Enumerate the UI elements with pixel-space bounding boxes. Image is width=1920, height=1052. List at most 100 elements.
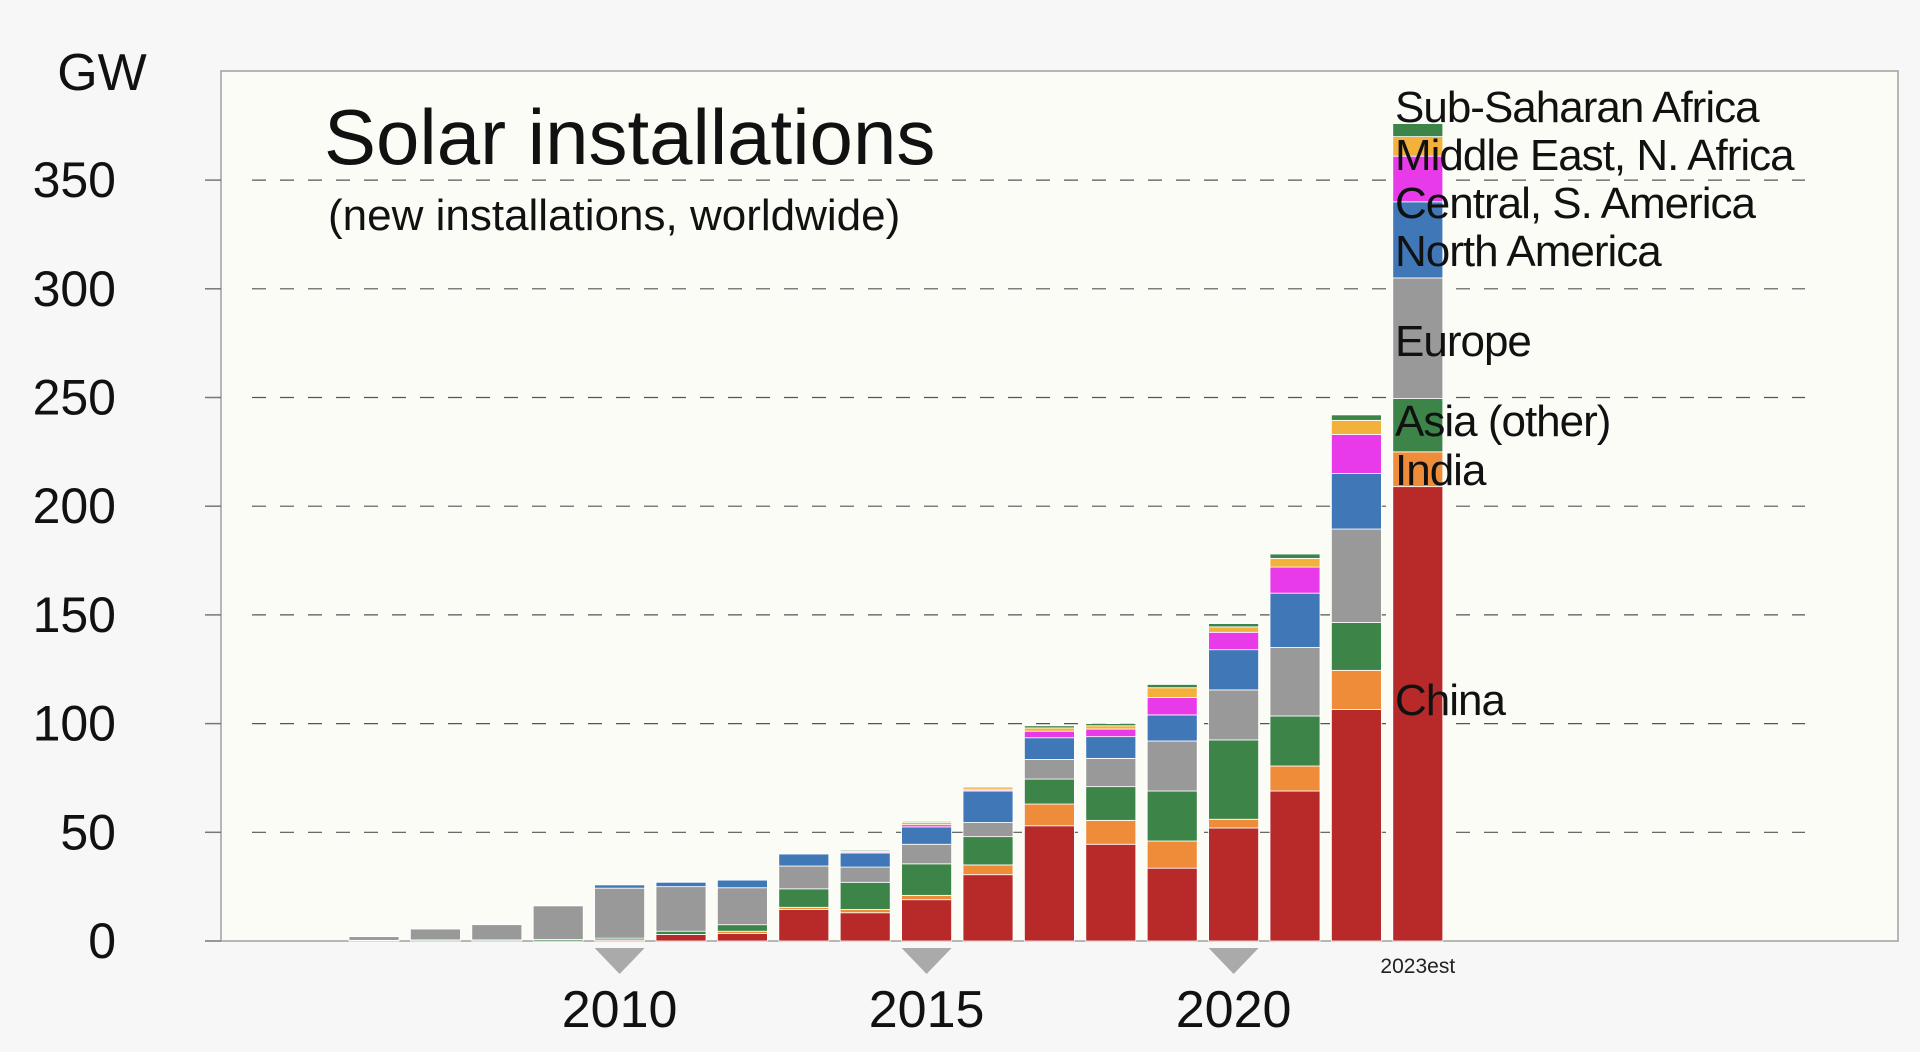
bar-2007-europe	[409, 928, 461, 941]
y-tick-label-150: 150	[33, 587, 116, 643]
bar-2016-europe	[962, 822, 1014, 838]
bar-2020-sub-saharan-africa	[1208, 623, 1259, 628]
bar-2020-north-america	[1208, 649, 1259, 691]
bar-2014-india	[839, 909, 891, 914]
x-tick-label-2015: 2015	[869, 981, 985, 1039]
bar-2020-india	[1208, 818, 1259, 829]
legend-europe: Europe	[1395, 317, 1531, 366]
bar-2022-middle-east-n-africa	[1331, 419, 1382, 435]
bar-2018-india	[1085, 819, 1137, 845]
bar-2011-asia-other-	[655, 930, 707, 935]
bar-2012-china	[717, 932, 768, 942]
bar-2010-north-america	[594, 884, 645, 889]
bar-2015-sub-saharan-africa	[901, 821, 952, 823]
legend-north-america: North America	[1395, 227, 1662, 276]
bar-2021-india	[1269, 765, 1321, 792]
bar-2017-sub-saharan-africa	[1024, 725, 1075, 729]
bar-2014-north-america	[839, 852, 891, 868]
bar-2016-sub-saharan-africa	[962, 786, 1014, 789]
y-tick-label-350: 350	[33, 152, 116, 208]
bar-2018-middle-east-n-africa	[1085, 725, 1137, 730]
bar-2022-europe	[1331, 528, 1382, 623]
legend-middle-east-n-africa: Middle East, N. Africa	[1395, 131, 1795, 180]
bar-2021-sub-saharan-africa	[1269, 553, 1321, 559]
x-tick-marker-2010	[594, 948, 645, 974]
bars	[348, 123, 1444, 942]
y-axis-label: GW	[57, 44, 147, 102]
bar-2020-china	[1208, 827, 1259, 942]
bar-2019-india	[1146, 840, 1198, 869]
y-tick-labels: 0 50 100 150 200 250 300 350	[33, 152, 116, 969]
bar-2017-middle-east-n-africa	[1024, 727, 1075, 732]
bar-2012-europe	[717, 887, 768, 926]
bar-2013-europe	[778, 865, 830, 890]
x-tick-marker-2015	[901, 948, 952, 974]
bar-2019-central-s-america	[1146, 697, 1198, 716]
bar-2013-north-america	[778, 853, 830, 867]
x-tick-label-2010: 2010	[562, 981, 678, 1039]
y-tick-label-200: 200	[33, 478, 116, 534]
bar-2017-china	[1024, 825, 1075, 942]
bar-2009-europe	[532, 905, 584, 940]
y-tick-marks	[205, 179, 221, 942]
x-tick-labels: 2010 2015 2020	[562, 981, 1292, 1039]
bar-2021-europe	[1269, 647, 1321, 717]
y-tick-label-250: 250	[33, 370, 116, 426]
bar-2009-north-america	[532, 904, 584, 907]
bar-2010-europe	[594, 887, 645, 939]
bar-2021-asia-other-	[1269, 715, 1321, 767]
legend-asia-other-: Asia (other)	[1395, 397, 1610, 446]
bar-2019-europe	[1146, 740, 1198, 792]
bar-2020-central-s-america	[1208, 631, 1259, 651]
bar-2022-india	[1331, 669, 1382, 710]
bar-2018-china	[1085, 843, 1137, 942]
y-tick-label-50: 50	[60, 804, 116, 860]
bar-2006-europe	[348, 936, 400, 941]
y-tick-label-0: 0	[88, 913, 116, 969]
bar-2023-asia-other-	[1392, 398, 1444, 453]
bar-2017-north-america	[1024, 737, 1075, 760]
bar-2018-europe	[1085, 757, 1137, 788]
bar-2023-europe	[1392, 277, 1444, 399]
bar-2012-asia-other-	[717, 924, 768, 932]
bar-2014-europe	[839, 866, 891, 883]
bar-2023-north-america	[1392, 201, 1444, 279]
bar-2018-north-america	[1085, 736, 1137, 759]
chart-subtitle: (new installations, worldwide)	[328, 191, 900, 240]
bar-2019-middle-east-n-africa	[1146, 687, 1198, 698]
bar-2021-central-s-america	[1269, 566, 1321, 594]
bar-2014-china	[839, 912, 891, 942]
bar-2014-asia-other-	[839, 881, 891, 910]
gridlines	[252, 179, 1805, 833]
x-tick-label-2020: 2020	[1176, 981, 1292, 1039]
bar-2020-asia-other-	[1208, 739, 1259, 820]
bar-2019-china	[1146, 867, 1198, 942]
bar-2019-asia-other-	[1146, 790, 1198, 842]
bar-2013-china	[778, 909, 830, 942]
bar-2016-china	[962, 874, 1014, 942]
y-tick-label-300: 300	[33, 261, 116, 317]
bar-2015-asia-other-	[901, 863, 952, 896]
legend-india: India	[1395, 446, 1487, 495]
bar-2019-sub-saharan-africa	[1146, 684, 1198, 689]
bar-2015-india	[901, 894, 952, 901]
bar-2021-china	[1269, 790, 1321, 942]
bar-2014-sub-saharan-africa	[839, 849, 891, 852]
bar-2018-asia-other-	[1085, 786, 1137, 821]
legend-central-s-america: Central, S. America	[1395, 179, 1757, 228]
bar-2013-asia-other-	[778, 888, 830, 908]
chart-title: Solar installations	[324, 93, 935, 181]
bar-2023-china	[1392, 486, 1444, 942]
bar-2017-central-s-america	[1024, 730, 1075, 739]
bar-2022-north-america	[1331, 473, 1382, 530]
bar-2022-asia-other-	[1331, 622, 1382, 671]
bar-2011-china	[655, 934, 707, 942]
bar-2012-north-america	[717, 879, 768, 889]
bar-2023-sub-saharan-africa	[1392, 123, 1444, 138]
bar-2017-europe	[1024, 759, 1075, 780]
y-tick-label-100: 100	[33, 696, 116, 752]
bar-2022-sub-saharan-africa	[1331, 414, 1382, 421]
bar-2011-north-america	[655, 881, 707, 888]
